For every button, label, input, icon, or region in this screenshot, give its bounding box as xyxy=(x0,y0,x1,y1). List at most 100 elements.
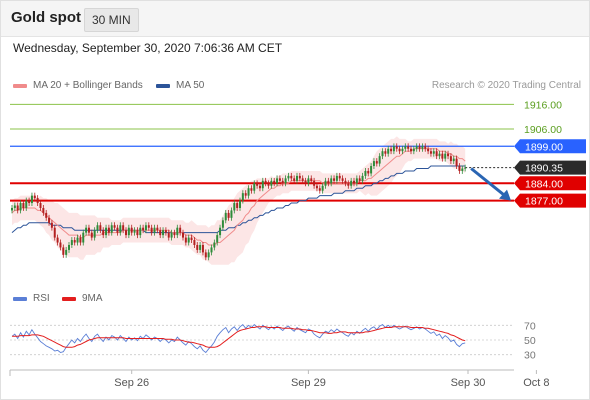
candle-body xyxy=(353,180,355,184)
candle xyxy=(361,172,364,184)
candle xyxy=(96,222,99,234)
candle-body xyxy=(142,227,145,231)
legend-ma50-swatch xyxy=(156,83,170,88)
candle xyxy=(219,224,222,239)
candle-body xyxy=(452,158,455,162)
candle-body xyxy=(107,227,110,233)
ma50-line xyxy=(11,165,466,234)
candle-body xyxy=(59,242,62,248)
candle-body xyxy=(267,183,270,186)
candle xyxy=(30,192,33,206)
candle-body xyxy=(307,178,310,184)
candle-body xyxy=(367,170,370,174)
candle xyxy=(449,153,452,165)
candle-body xyxy=(105,227,108,236)
chart-datetime: Wednesday, September 30, 2020 7:06:36 AM… xyxy=(13,41,283,55)
legend-ma50: MA 50 xyxy=(156,80,204,91)
candle xyxy=(338,172,341,182)
candle xyxy=(353,177,355,187)
candle-body xyxy=(401,148,404,152)
candle-body xyxy=(116,227,119,233)
candle xyxy=(76,234,79,246)
candle xyxy=(364,168,367,179)
candle-body xyxy=(270,180,273,186)
candle xyxy=(236,200,239,211)
legend-ma20-swatch xyxy=(13,83,27,88)
candle xyxy=(290,172,293,182)
candle xyxy=(179,224,182,236)
candle xyxy=(296,172,298,184)
timeframe-badge[interactable]: 30 MIN xyxy=(84,8,139,32)
candle-body xyxy=(159,230,162,236)
candle xyxy=(119,222,122,236)
ma20-line xyxy=(11,148,466,246)
candle-body xyxy=(375,161,378,164)
candle xyxy=(441,150,444,162)
candle xyxy=(105,224,108,239)
legend-9ma: 9MA xyxy=(62,293,103,304)
candle xyxy=(270,177,273,189)
legend-9ma-label: 9MA xyxy=(82,293,103,304)
level-tag xyxy=(514,176,586,191)
rsi-level-label: 70 xyxy=(524,320,536,332)
candle xyxy=(458,163,461,174)
candle-body xyxy=(424,146,427,149)
candle xyxy=(258,182,261,192)
candle xyxy=(90,229,93,241)
candle-body xyxy=(30,195,33,204)
candle-body xyxy=(11,207,13,211)
chart-title: Gold spot xyxy=(11,9,81,26)
candle xyxy=(13,202,16,211)
candle xyxy=(42,205,45,216)
candle-body xyxy=(70,240,73,245)
candle-body xyxy=(261,180,264,189)
candle-body xyxy=(355,178,358,184)
candle xyxy=(167,229,170,241)
candle xyxy=(387,145,390,157)
candle xyxy=(82,229,85,246)
candle xyxy=(324,177,327,189)
candle-body xyxy=(264,180,267,184)
candle xyxy=(347,180,350,189)
candle-body xyxy=(250,188,253,191)
candle-body xyxy=(427,148,430,152)
candle-body xyxy=(176,227,179,236)
candle-body xyxy=(258,185,261,189)
candle xyxy=(278,175,281,184)
candle xyxy=(418,143,421,152)
candle xyxy=(53,224,56,241)
legend-rsi: RSI xyxy=(13,293,50,304)
candle xyxy=(281,177,284,187)
candle-body xyxy=(73,240,76,243)
candle xyxy=(50,219,53,231)
candle xyxy=(187,234,190,246)
candle xyxy=(256,180,259,189)
header-bar: Gold spot 30 MIN xyxy=(0,0,590,37)
candle xyxy=(199,242,202,253)
candle xyxy=(407,143,410,152)
candle xyxy=(144,222,147,234)
candle-body xyxy=(179,227,182,233)
candle-body xyxy=(335,175,338,181)
candle xyxy=(122,222,125,234)
candle-body xyxy=(53,227,56,238)
candle xyxy=(415,143,418,152)
x-axis-label: Sep 26 xyxy=(114,377,149,389)
candle-body xyxy=(387,148,390,154)
candle-body xyxy=(219,227,222,236)
candle-body xyxy=(370,166,373,174)
candle-body xyxy=(390,148,393,152)
candle xyxy=(298,172,301,182)
candle xyxy=(184,234,187,246)
candle xyxy=(241,190,244,204)
candle xyxy=(404,143,407,152)
candle xyxy=(102,227,105,239)
candle-body xyxy=(87,227,90,233)
candle xyxy=(315,182,318,192)
candle xyxy=(22,200,25,211)
candle-body xyxy=(256,183,259,186)
candle-body xyxy=(432,151,435,154)
candle xyxy=(355,175,358,187)
candle xyxy=(79,234,82,246)
candle xyxy=(310,175,313,184)
